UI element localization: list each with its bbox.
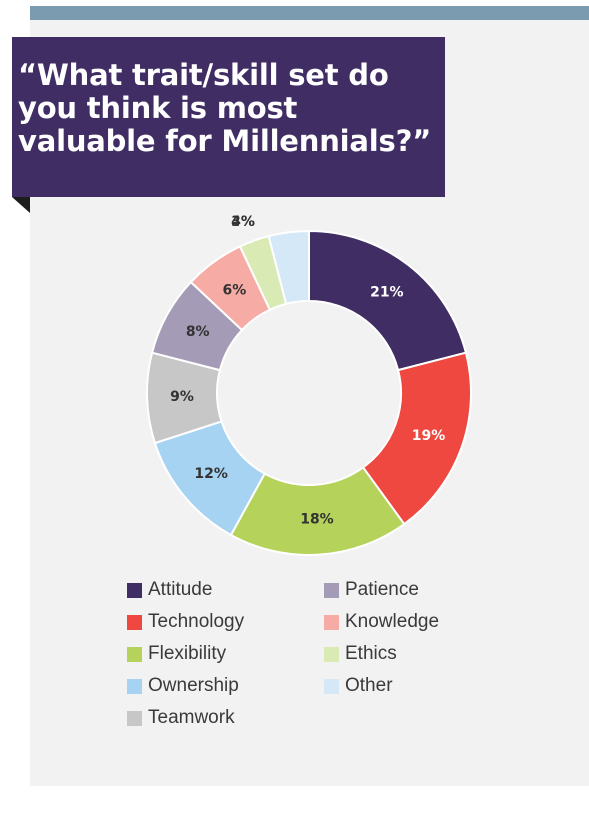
legend-label: Attitude bbox=[148, 579, 213, 600]
data-label-knowledge: 6% bbox=[222, 282, 246, 298]
legend-swatch bbox=[127, 614, 142, 630]
legend-label: Ethics bbox=[345, 643, 397, 664]
legend-item-technology: Technology bbox=[127, 611, 245, 632]
legend-label: Flexibility bbox=[148, 643, 227, 664]
legend-label: Technology bbox=[148, 611, 245, 632]
data-label-teamwork: 9% bbox=[170, 389, 194, 405]
data-label-technology: 19% bbox=[412, 428, 446, 444]
legend-swatch bbox=[127, 582, 142, 598]
legend-item-attitude: Attitude bbox=[127, 579, 213, 600]
legend-item-ethics: Ethics bbox=[324, 643, 397, 664]
legend-swatch bbox=[127, 678, 142, 694]
legend-label: Ownership bbox=[148, 675, 239, 696]
legend-swatch bbox=[127, 710, 142, 726]
legend-swatch bbox=[324, 646, 339, 662]
legend-item-ownership: Ownership bbox=[127, 675, 239, 696]
banner-fold-shadow bbox=[12, 197, 30, 213]
legend-label: Patience bbox=[345, 579, 419, 600]
legend-swatch bbox=[324, 678, 339, 694]
title-banner bbox=[12, 37, 445, 197]
legend-item-other: Other bbox=[324, 675, 393, 696]
legend-label: Knowledge bbox=[345, 611, 440, 632]
legend-item-patience: Patience bbox=[324, 579, 419, 600]
data-label-ownership: 12% bbox=[194, 466, 228, 482]
legend-item-knowledge: Knowledge bbox=[324, 611, 440, 632]
data-label-other: 4% bbox=[231, 214, 255, 230]
slice-technology bbox=[361, 351, 472, 526]
legend-swatch bbox=[324, 614, 339, 630]
legend-swatch bbox=[324, 582, 339, 598]
data-label-patience: 8% bbox=[186, 324, 210, 340]
legend-label: Other bbox=[345, 675, 393, 696]
top-accent-bar bbox=[30, 6, 589, 20]
slice-attitude bbox=[308, 229, 468, 372]
chart-title: “What trait/skill set do you think is mo… bbox=[18, 58, 432, 158]
slice-other bbox=[267, 229, 310, 306]
data-label-attitude: 21% bbox=[370, 285, 404, 301]
legend-swatch bbox=[127, 646, 142, 662]
legend-item-flexibility: Flexibility bbox=[127, 643, 227, 664]
legend-label: Teamwork bbox=[148, 707, 235, 728]
legend-item-teamwork: Teamwork bbox=[127, 707, 235, 728]
data-label-ethics: 3% bbox=[231, 214, 255, 230]
data-label-flexibility: 18% bbox=[300, 512, 334, 528]
